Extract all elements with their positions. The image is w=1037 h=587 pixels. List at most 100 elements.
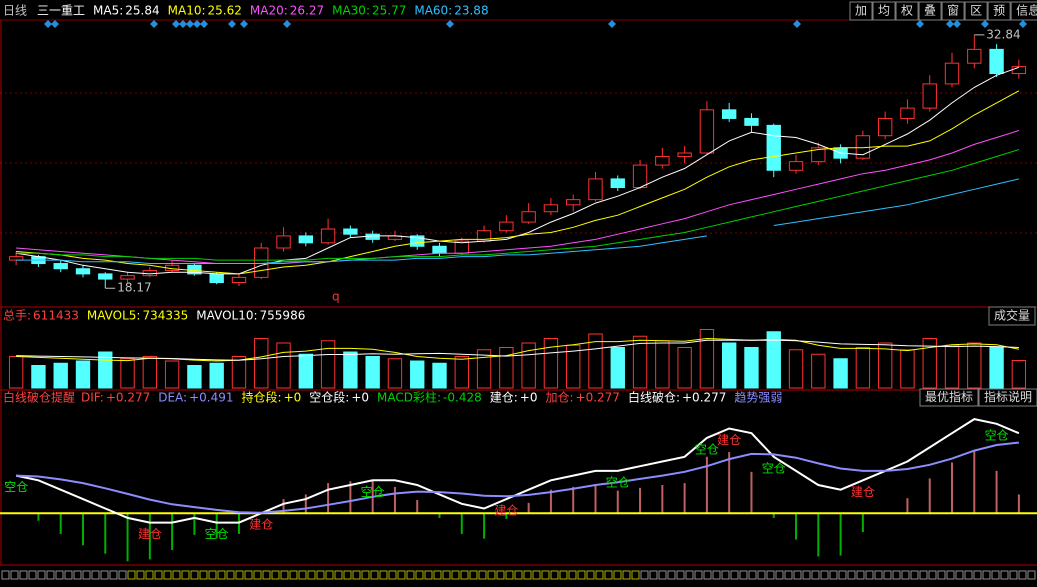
header-text: 23.88 xyxy=(454,4,488,18)
header-text: 白线破仓: xyxy=(628,390,680,405)
strip-cell xyxy=(919,570,928,580)
header-text: 趋势强弱 xyxy=(734,391,782,405)
candle-body xyxy=(499,221,514,232)
strip-cell xyxy=(325,570,334,580)
strip-cell xyxy=(964,570,973,580)
candle-body xyxy=(655,155,670,166)
candle-body xyxy=(811,147,826,163)
toolbar-button[interactable] xyxy=(919,388,979,407)
candle-body xyxy=(588,178,603,201)
strip-cell xyxy=(973,570,982,580)
header-text: 持仓段: xyxy=(242,390,282,405)
strip-cell xyxy=(181,570,190,580)
toolbar-button[interactable] xyxy=(964,1,988,21)
header-text: -0.428 xyxy=(443,391,482,405)
strip-cell xyxy=(127,570,136,580)
volume-bar xyxy=(75,360,91,389)
toolbar-button[interactable] xyxy=(978,388,1037,407)
strip-cell xyxy=(343,570,352,580)
strip-cell xyxy=(1027,570,1036,580)
header-text: 三一重工 xyxy=(37,4,85,18)
signal-label: 空仓 xyxy=(985,428,1009,442)
toolbar-button[interactable] xyxy=(988,306,1036,326)
header-text: DIF: xyxy=(81,391,104,405)
volume-bar xyxy=(320,340,336,389)
toolbar-button[interactable] xyxy=(872,1,896,21)
candle-body xyxy=(432,245,447,254)
signal-icon xyxy=(446,20,454,28)
volume-bar xyxy=(543,338,559,389)
toolbar-button[interactable] xyxy=(918,1,942,21)
volume-bar xyxy=(967,342,982,389)
strip-cell xyxy=(307,570,316,580)
mavol-line xyxy=(16,337,1019,362)
toolbar-button-label[interactable]: 窗 xyxy=(947,4,959,18)
toolbar-button-label[interactable]: 权 xyxy=(901,4,913,18)
strip-cell xyxy=(109,570,118,580)
candle-body xyxy=(120,275,135,280)
toolbar-button-label[interactable]: 叠 xyxy=(924,4,936,18)
header-text: MAVOL10: xyxy=(196,309,257,323)
strip-cell xyxy=(712,570,721,580)
volume-bar xyxy=(677,347,692,389)
strip-cell xyxy=(280,570,289,580)
header-text: 755986 xyxy=(260,309,306,323)
strip-cell xyxy=(55,570,64,580)
strip-cell xyxy=(766,570,775,580)
toolbar-button-label[interactable]: 指标说明 xyxy=(984,389,1032,404)
strip-cell xyxy=(442,570,451,580)
toolbar-button-label[interactable]: 均 xyxy=(878,4,890,18)
signal-icon xyxy=(200,20,208,28)
strip-cell xyxy=(937,570,946,580)
signal-label: 空仓 xyxy=(4,480,28,494)
strip-cell xyxy=(982,570,991,580)
strip-cell xyxy=(928,570,937,580)
volume-bar xyxy=(432,362,447,389)
header-text: 建仓: xyxy=(490,391,518,405)
toolbar-button[interactable] xyxy=(941,1,965,21)
strip-cell xyxy=(145,570,154,580)
strip-cell xyxy=(271,570,280,580)
toolbar-button-label[interactable]: 最优指标 xyxy=(925,389,973,404)
toolbar-button[interactable] xyxy=(987,1,1011,21)
header-text: MA10: xyxy=(168,4,206,18)
header-text: 25.62 xyxy=(208,4,242,18)
strip-cell xyxy=(856,570,865,580)
toolbar-button-label[interactable]: 成交量 xyxy=(994,308,1030,323)
strip-cell xyxy=(613,570,622,580)
toolbar-button[interactable] xyxy=(1010,1,1037,21)
signal-icon xyxy=(228,20,236,28)
toolbar-button[interactable] xyxy=(895,1,919,21)
strip-cell xyxy=(1000,570,1009,580)
strip-cell xyxy=(505,570,514,580)
volume-bar xyxy=(410,360,425,389)
signal-icon xyxy=(150,20,158,28)
strip-cell xyxy=(100,570,109,580)
toolbar-button-label[interactable]: 信息 xyxy=(1016,3,1037,18)
strip-cell xyxy=(703,570,712,580)
strip-cell xyxy=(154,570,163,580)
header-text: MA5: xyxy=(93,4,123,18)
candle-body xyxy=(610,178,625,189)
signal-icon xyxy=(953,20,961,28)
strip-cell xyxy=(469,570,478,580)
strip-cell xyxy=(874,570,883,580)
signal-label: 空仓 xyxy=(361,485,385,499)
ma-line xyxy=(16,149,1020,261)
strip-cell xyxy=(532,570,541,580)
toolbar-button-label[interactable]: 区 xyxy=(970,4,982,18)
candle-body xyxy=(98,273,113,280)
volume-bar xyxy=(254,338,269,389)
volume-bar xyxy=(343,351,358,389)
candle-body xyxy=(320,228,336,244)
candle-body xyxy=(543,204,559,213)
toolbar-button-label[interactable]: 加 xyxy=(855,4,867,18)
volume-bar xyxy=(387,358,403,389)
header-text: 25.77 xyxy=(372,4,406,18)
toolbar-button[interactable] xyxy=(849,1,873,21)
volume-bar xyxy=(98,351,113,389)
strip-cell xyxy=(865,570,874,580)
strip-cell xyxy=(82,570,91,580)
signal-icon xyxy=(172,20,180,28)
toolbar-button-label[interactable]: 预 xyxy=(993,4,1005,18)
